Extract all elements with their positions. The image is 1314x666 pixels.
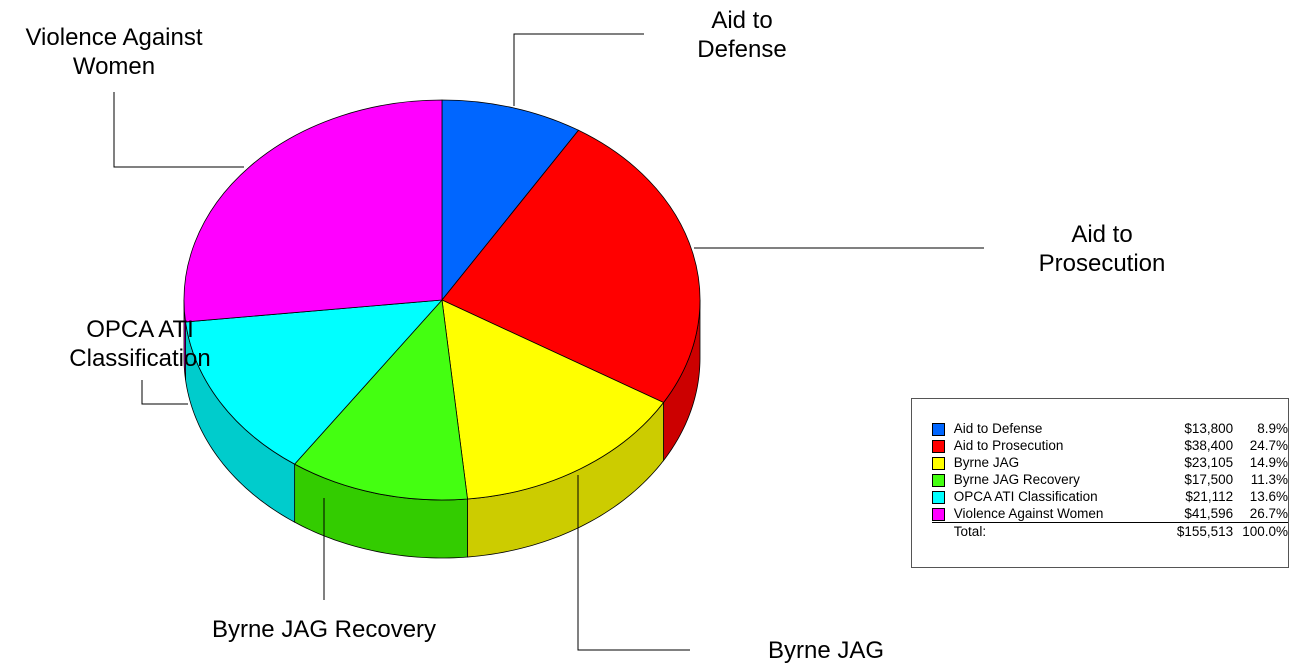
legend-table: Aid to Defense $13,800 8.9% Aid to Prose… — [932, 420, 1288, 540]
legend-swatch — [932, 490, 945, 504]
legend: Aid to Defense $13,800 8.9% Aid to Prose… — [911, 398, 1289, 568]
legend-label: Aid to Defense — [953, 421, 1043, 436]
pie-slice-byrne-jag — [441, 299, 664, 500]
legend-row: Byrne JAG $23,105 14.9% — [932, 454, 1288, 471]
legend-percent: 14.9% — [1249, 455, 1288, 470]
callout-label: Byrne JAG Recovery — [212, 616, 436, 643]
pie-slice-aid-to-defense — [441, 99, 579, 301]
callout-label: Aid to — [711, 7, 772, 34]
legend-value: $23,105 — [1184, 455, 1234, 470]
callout-label: Defense — [697, 36, 786, 63]
legend-percent: 8.9% — [1257, 421, 1288, 436]
legend-label: OPCA ATI Classification — [953, 489, 1098, 504]
legend-value: $17,500 — [1184, 472, 1234, 487]
legend-label: Byrne JAG Recovery — [953, 472, 1080, 487]
legend-row: Aid to Prosecution $38,400 24.7% — [932, 437, 1288, 454]
callout-label: Violence Against — [25, 24, 202, 51]
callout-label: Prosecution — [1039, 250, 1166, 277]
callout-label: Women — [73, 53, 155, 80]
pie-top-slices — [183, 99, 701, 501]
legend-total-value: $155,513 — [1158, 522, 1234, 540]
legend-row: OPCA ATI Classification $21,112 13.6% — [932, 488, 1288, 505]
pie-slice-opca-ati-classification — [185, 299, 443, 465]
legend-percent: 26.7% — [1249, 506, 1288, 521]
legend-percent: 24.7% — [1249, 438, 1288, 453]
legend-total-row: Total: $155,513 100.0% — [932, 522, 1288, 540]
callout-label: Byrne JAG — [768, 637, 884, 664]
callout-label: Aid to — [1071, 221, 1132, 248]
legend-row: Byrne JAG Recovery $17,500 11.3% — [932, 471, 1288, 488]
callout-label: Classification — [69, 345, 210, 372]
legend-label: Aid to Prosecution — [953, 438, 1064, 453]
callout-byrne-jag-recovery: Byrne JAG Recovery — [212, 498, 436, 643]
legend-row: Aid to Defense $13,800 8.9% — [932, 420, 1288, 437]
legend-value: $38,400 — [1184, 438, 1234, 453]
callout-leader-line — [513, 33, 644, 106]
legend-percent: 11.3% — [1250, 472, 1288, 487]
legend-total-label: Total: — [953, 522, 1159, 540]
pie-slice-violence-against-women — [183, 99, 443, 323]
callout-byrne-jag: Byrne JAG — [577, 475, 884, 664]
legend-label: Violence Against Women — [953, 506, 1104, 521]
callout-leader-line — [577, 475, 690, 651]
pie-slice-byrne-jag-recovery — [294, 299, 468, 501]
legend-swatch — [932, 456, 945, 470]
pie-side-walls — [183, 299, 701, 559]
legend-swatch — [932, 422, 945, 436]
pie-slice-aid-to-prosecution — [441, 129, 701, 403]
legend-percent: 13.6% — [1249, 489, 1288, 504]
legend-swatch — [932, 439, 945, 453]
legend-value: $13,800 — [1184, 421, 1234, 436]
legend-label: Byrne JAG — [953, 455, 1020, 470]
legend-total-percent: 100.0% — [1233, 522, 1288, 540]
legend-swatch — [932, 473, 945, 487]
legend-row: Violence Against Women $41,596 26.7% — [932, 505, 1288, 523]
callout-leader-line — [141, 380, 188, 405]
callout-leader-line — [113, 92, 244, 168]
legend-swatch — [932, 507, 945, 521]
legend-value: $41,596 — [1184, 506, 1234, 521]
callout-label: OPCA ATI — [86, 316, 194, 343]
legend-value: $21,112 — [1185, 489, 1234, 504]
